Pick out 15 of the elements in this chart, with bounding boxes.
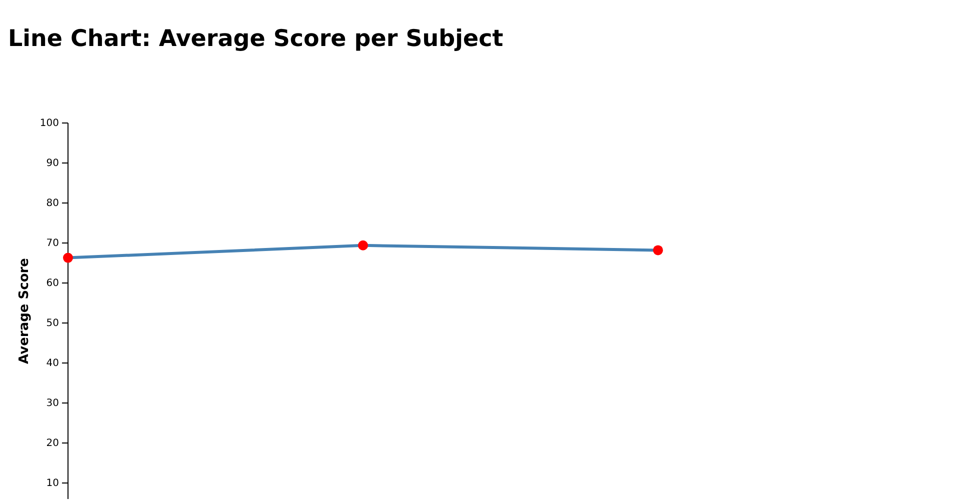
y-tick-label: 70 bbox=[46, 238, 59, 250]
y-tick-label: 60 bbox=[46, 278, 59, 290]
chart-title: Line Chart: Average Score per Subject bbox=[8, 26, 504, 52]
y-tick-label: 50 bbox=[46, 318, 59, 330]
y-tick-label: 20 bbox=[46, 438, 59, 450]
y-tick-label: 10 bbox=[46, 478, 59, 490]
point bbox=[653, 245, 663, 256]
y-tick-label: 40 bbox=[46, 358, 59, 370]
y-tick-label: 100 bbox=[40, 118, 59, 130]
y-axis-title: Average Score bbox=[17, 258, 32, 364]
point bbox=[358, 240, 368, 250]
y-tick-label: 80 bbox=[46, 198, 59, 210]
y-tick-label: 30 bbox=[46, 398, 59, 410]
point bbox=[63, 252, 73, 263]
y-tick-label: 90 bbox=[46, 158, 59, 170]
